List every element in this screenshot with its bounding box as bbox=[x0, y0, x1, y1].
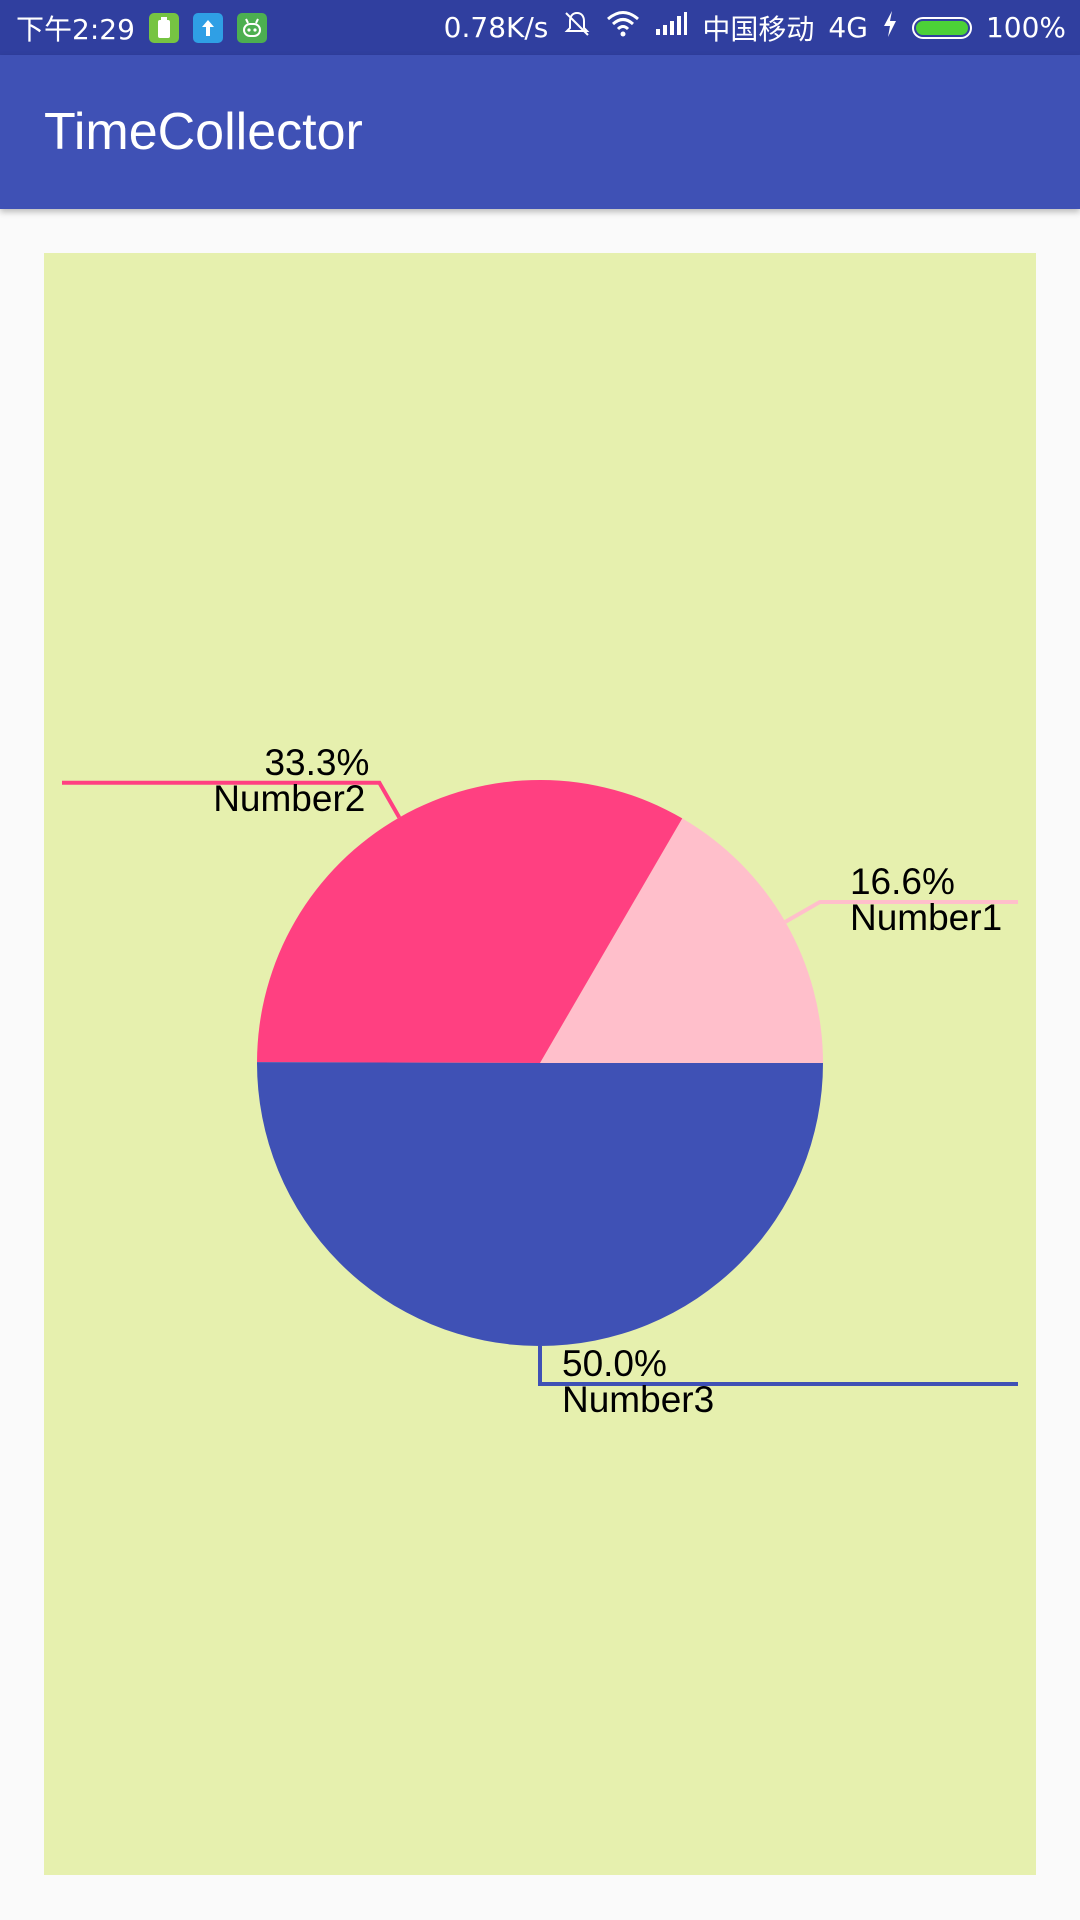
app-bar: TimeCollector bbox=[0, 55, 1080, 209]
leader-line-number3 bbox=[538, 1346, 1018, 1386]
status-bar: 下午2:29 0.78K/s 中国移动 4G 100% bbox=[0, 0, 1080, 55]
pie-slice-number1 bbox=[540, 818, 823, 1063]
upload-icon bbox=[192, 12, 223, 43]
battery-percent: 100% bbox=[985, 11, 1066, 44]
pie-slices bbox=[257, 780, 823, 1347]
pie-chart: 16.6%Number1 33.3%Number2 50.0%Number3 bbox=[44, 253, 1036, 1875]
slice-percent-label: 16.6% bbox=[850, 861, 955, 902]
signal-icon bbox=[654, 11, 688, 44]
slice-name-label: Number1 bbox=[850, 897, 1002, 938]
network-type: 4G bbox=[828, 11, 868, 44]
android-icon bbox=[236, 12, 267, 43]
pie-chart-panel: 16.6% Number1 33.3% Number2 50.0% Number3 bbox=[44, 253, 1036, 1875]
battery-notify-icon bbox=[148, 12, 179, 43]
pie-slice-number2 bbox=[257, 780, 683, 1063]
slice-name-label: Number3 bbox=[562, 1379, 714, 1420]
mute-bell-icon bbox=[562, 9, 592, 46]
slice-name-label: Number2 bbox=[213, 778, 365, 819]
network-speed: 0.78K/s bbox=[443, 11, 549, 44]
slice-labels: 16.6%Number1 33.3%Number2 50.0%Number3 bbox=[213, 742, 1002, 1420]
wifi-icon bbox=[606, 10, 640, 45]
charging-icon bbox=[882, 10, 898, 45]
status-time: 下午2:29 bbox=[16, 12, 135, 46]
leader-line-number2 bbox=[62, 780, 402, 819]
pie-slice-number3 bbox=[257, 1062, 823, 1347]
carrier-name: 中国移动 bbox=[702, 12, 815, 46]
leader-line-number1 bbox=[784, 899, 1018, 924]
slice-percent-label: 50.0% bbox=[562, 1343, 667, 1384]
status-bar-left: 下午2:29 bbox=[16, 0, 267, 55]
leader-lines bbox=[62, 780, 1018, 1386]
app-title: TimeCollector bbox=[44, 103, 363, 161]
battery-icon bbox=[911, 16, 972, 39]
status-bar-right: 0.78K/s 中国移动 4G 100% bbox=[444, 0, 1066, 55]
battery-level-fill bbox=[915, 20, 968, 35]
slice-percent-label: 33.3% bbox=[264, 742, 369, 783]
